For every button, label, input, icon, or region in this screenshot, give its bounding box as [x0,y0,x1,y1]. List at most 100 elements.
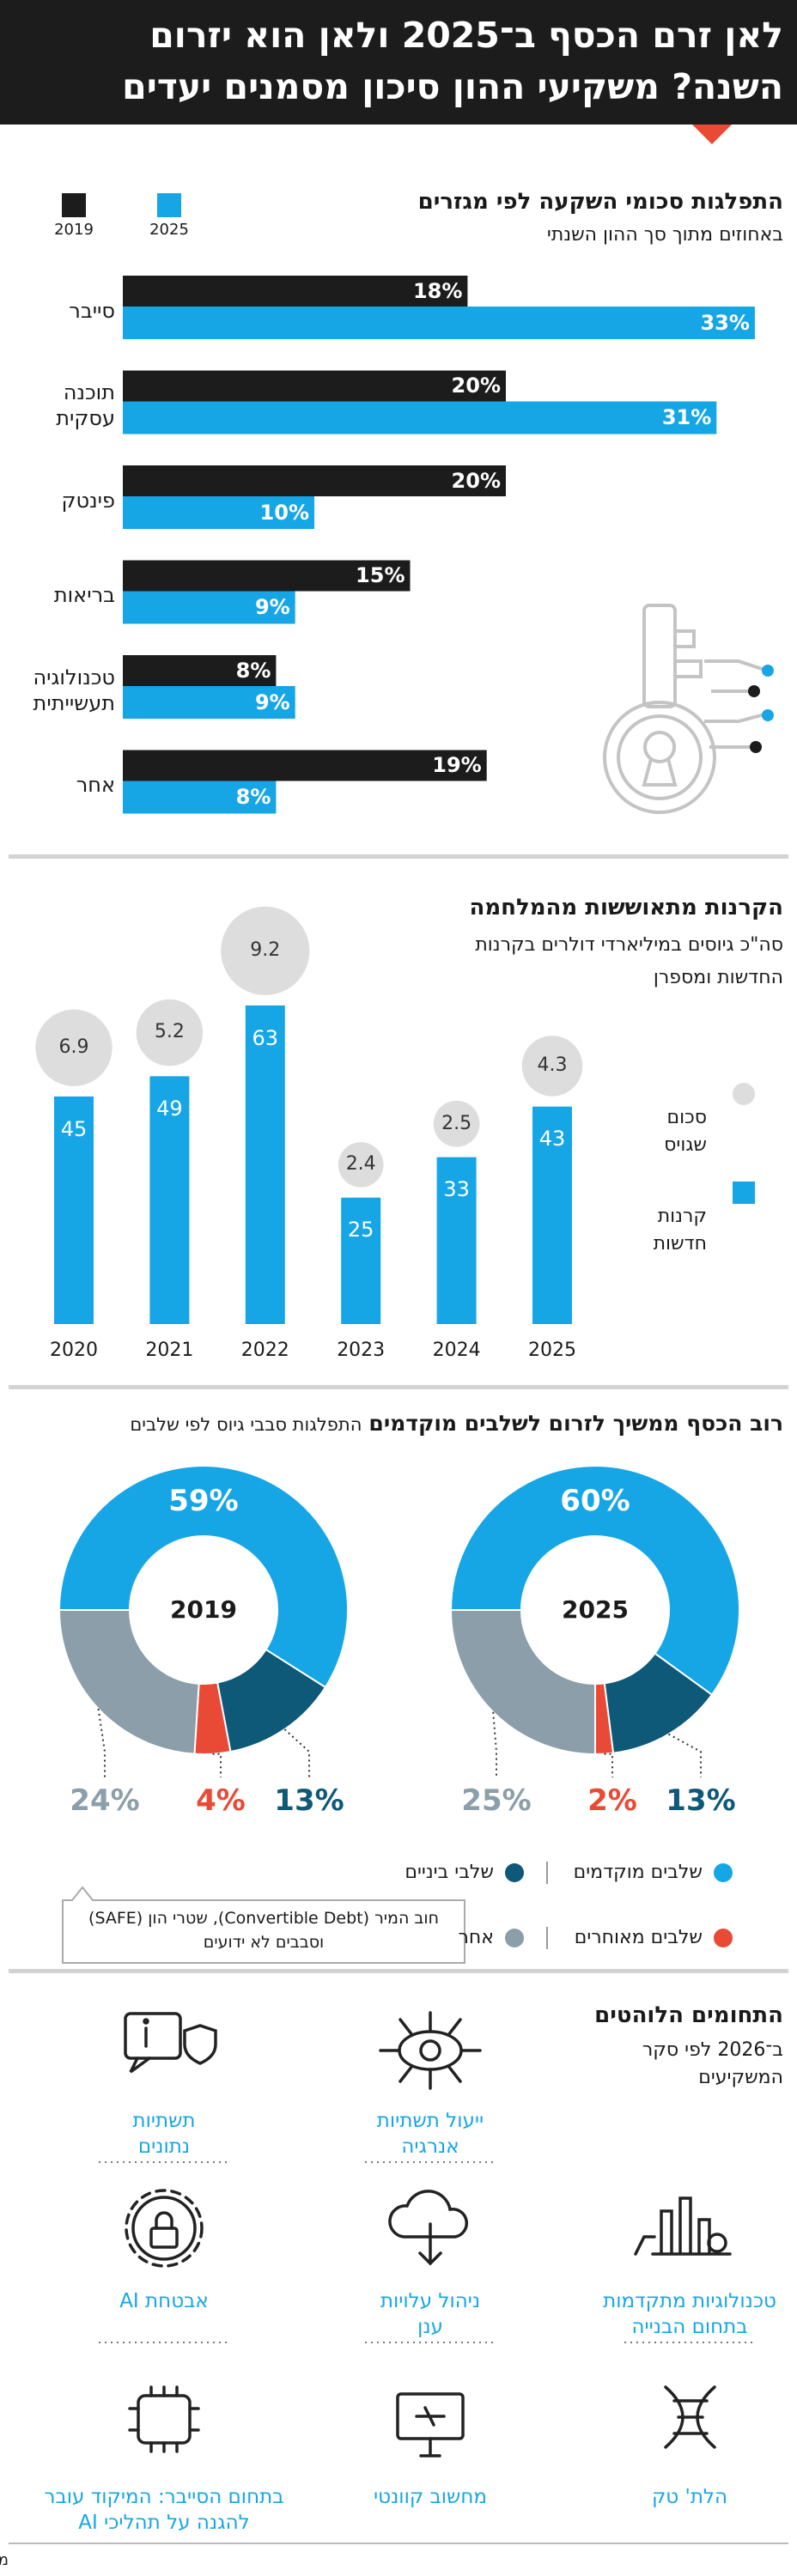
value-label: 43 [538,1127,566,1151]
bubble-label: 4.3 [537,1054,568,1077]
legend-swatch [505,1863,524,1882]
trend-label: ניהול עלויות ענן [380,2290,481,2338]
key-icon [603,604,765,814]
source: מקור: SNC [0,2551,9,2570]
legend-swatch [62,193,86,217]
bubble-label: 2.5 [441,1112,472,1134]
value-label: 33 [443,1177,470,1202]
bar [532,1106,572,1324]
trend-label: תשתיות נתונים [132,2110,196,2158]
x-tick-label: 2020 [50,1339,98,1361]
slice-label: 13% [666,1783,736,1818]
value-label: 19% [432,753,482,778]
bar [436,1157,477,1324]
key-dots [748,665,774,753]
legend-swatch [157,193,181,217]
legend-swatch [733,1083,755,1105]
separator [9,854,788,859]
header-band [0,0,797,125]
slice-label: 59% [168,1483,239,1518]
bar [123,370,506,402]
chart-title: הקרנות מתאוששות מהמלחמה [469,895,783,921]
value-label: 10% [259,500,309,525]
page-title: השנה? משקיעי ההון סיכון מסמנים יעדים [122,66,783,108]
x-tick-label: 2025 [528,1339,576,1361]
page-title: לאן זרם הכסף ב־2025 ולאן הוא יזרום [149,15,783,57]
bar [123,560,411,592]
bar [123,276,468,307]
slice-label: 60% [560,1483,630,1518]
legend-swatch [505,1929,524,1947]
bar [123,591,295,624]
bar [54,1096,94,1324]
trend-icons [124,2011,732,2458]
chart-subtitle: באחוזים מתוך סך ההון השנתי [546,223,783,246]
value-label: 33% [700,310,750,335]
x-tick-label: 2021 [145,1339,194,1361]
bar [123,465,506,496]
leader-line [97,1708,106,1777]
bubble [221,906,310,995]
trend-label: טכנולוגיות מתקדמות בתחום הבנייה [603,2290,776,2338]
legend-label: סכום שגויס [664,1107,707,1156]
legend-label: אחר [458,1926,495,1948]
leader-line [212,1753,222,1777]
bubble [136,999,204,1066]
slice-label: 25% [461,1783,532,1818]
value-label: 8% [235,785,271,810]
category-label: סייבר [69,298,115,323]
bubble-label: 5.2 [154,1021,185,1043]
donut-slice [449,1609,596,1756]
legend-swatch [714,1863,733,1882]
trend-label: ייעול תשתיות אנרגיה [376,2110,484,2158]
chart-title: רוב הכסף ממשיך לזרום לשלבים מוקדמים [368,1411,783,1436]
leader-line [283,1728,310,1777]
value-label: 9% [254,595,290,620]
value-label: 45 [60,1116,88,1141]
bar [341,1197,381,1324]
bubble-label: 2.4 [345,1153,376,1176]
bubble [35,1009,113,1086]
bubble [338,1142,384,1188]
x-tick-label: 2023 [337,1339,386,1361]
value-label: 25 [347,1218,374,1242]
bar [245,1005,285,1324]
value-label: 20% [451,468,501,493]
section-title: התחומים הלוהטים [594,2002,783,2028]
category-label: פינטק [61,488,115,513]
category-label: טכנולוגיה תעשייתית [33,665,115,715]
value-label: 8% [235,658,271,683]
bubble-label: 6.9 [58,1036,89,1059]
trend-label: אבטחת AI [119,2290,209,2312]
category-label: בריאות [53,583,115,608]
leader-line [668,1733,702,1777]
bar [123,401,717,434]
header-pointer [692,125,732,144]
chart-heading: רוב הכסף ממשיך לזרום לשלבים מוקדמים התפלג… [123,1411,783,1437]
value-label: 18% [412,278,463,303]
category-label: אחר [76,773,115,798]
separator [9,1969,788,1973]
bubble [521,1036,583,1097]
bubble-label: 9.2 [250,939,281,962]
chart-subtitle: סה"כ גיוסים במיליארדי דולרים בקרנות החדש… [475,934,783,988]
value-label: 9% [254,690,290,714]
legend-label: 2019 [54,221,94,240]
bar [123,781,277,814]
chart-title: התפלגות סכומי השקעה לפי מגזרים [417,189,783,216]
value-label: 15% [356,563,405,588]
bar [123,307,755,339]
separator [9,1385,788,1389]
bubble [433,1100,480,1147]
trend-label: מחשוב קוונטי [374,2486,487,2508]
leader-line [604,1753,613,1777]
legend-label: שלבים מאוחרים [574,1926,703,1948]
legend-label: קרנות חדשות [653,1206,707,1255]
section-subtitle: ב־2026 לפי סקר המשקיעים [642,2039,783,2088]
x-tick-label: 2024 [432,1339,481,1361]
leader-line [492,1711,497,1777]
legend-label: 2025 [149,221,189,240]
bar [149,1076,190,1324]
legend-label: שלבי ביניים [405,1861,494,1883]
